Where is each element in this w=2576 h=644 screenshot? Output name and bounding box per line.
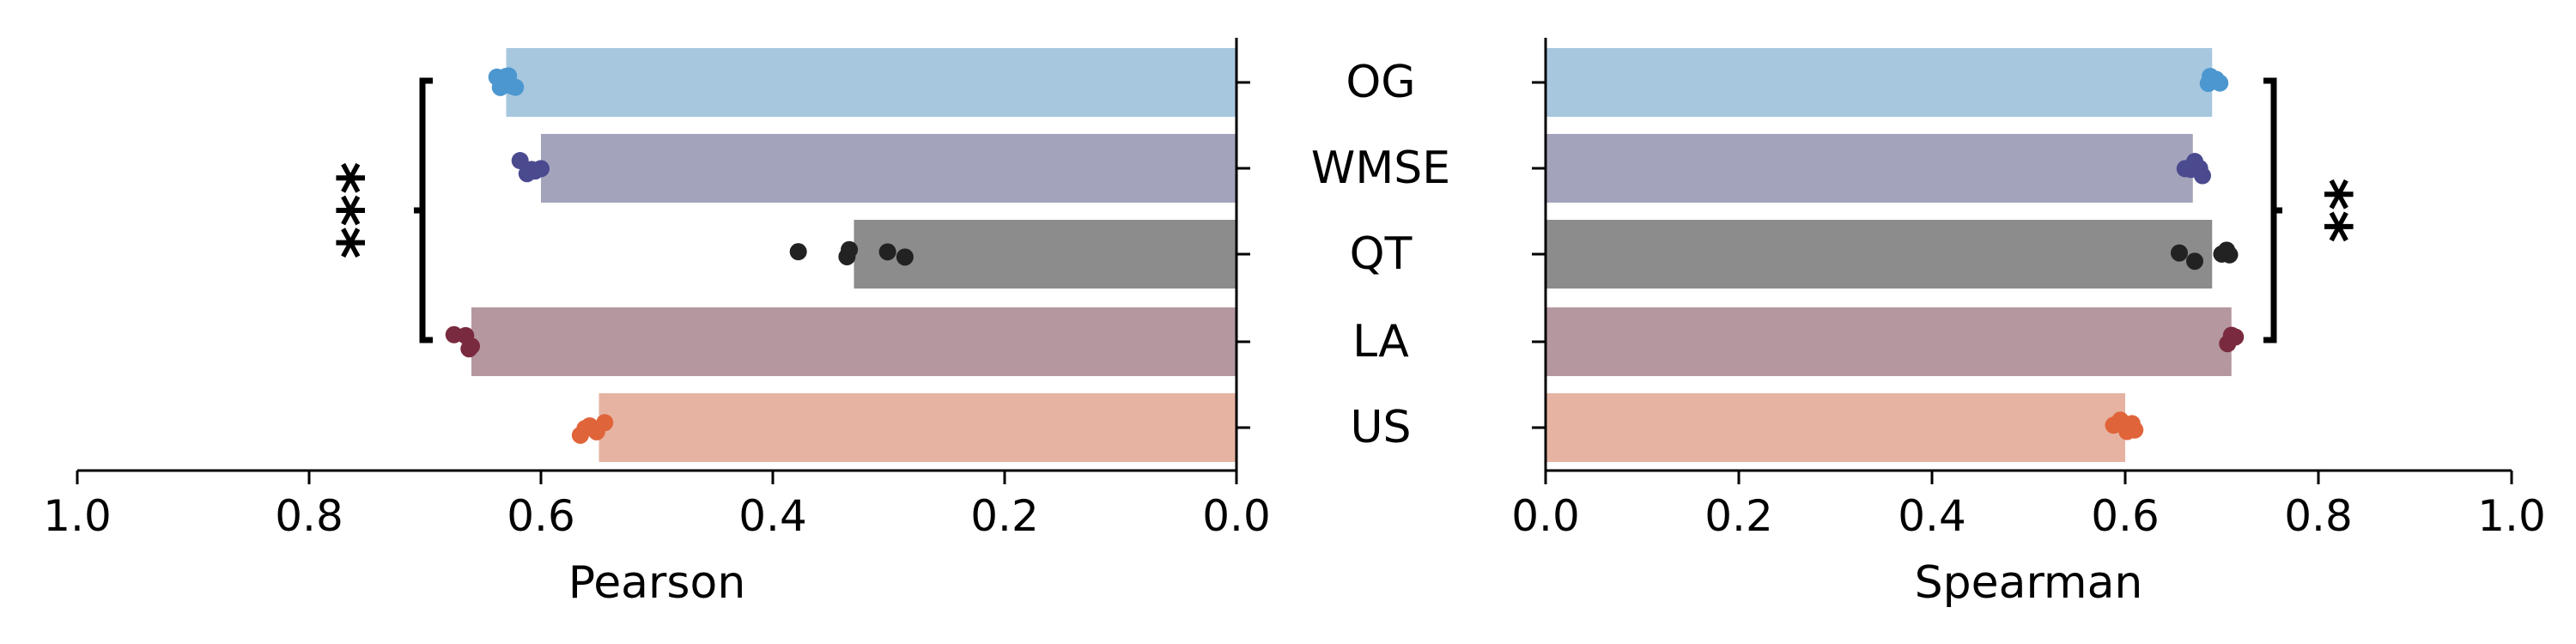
point-wmse xyxy=(2194,167,2211,185)
point-qt xyxy=(896,248,914,266)
category-label-la: LA xyxy=(1352,316,1409,368)
spearman-panel: 0.0 0.2 0.4 0.6 0.8 1.0 Spearman ** xyxy=(1511,38,2546,609)
point-og xyxy=(497,67,515,85)
bar-og xyxy=(1546,48,2213,117)
point-qt xyxy=(878,243,896,261)
tick-label: 1.0 xyxy=(2477,491,2546,541)
bar-qt xyxy=(1546,220,2213,289)
tick-label: 0.6 xyxy=(507,491,575,541)
point-us xyxy=(571,426,589,444)
category-label-wmse: WMSE xyxy=(1311,143,1450,194)
pearson-panel: 1.0 0.8 0.6 0.4 0.2 0.0 Pearson *** xyxy=(43,38,1271,609)
significance-bracket xyxy=(414,77,433,343)
bar-qt xyxy=(854,220,1236,289)
tick-label: 0.2 xyxy=(970,491,1039,541)
tick-label: 0.4 xyxy=(738,491,807,541)
tick-label: 1.0 xyxy=(43,491,112,541)
tick-label: 0.0 xyxy=(1511,491,1580,541)
tick-label: 0.4 xyxy=(1898,491,1966,541)
category-label-qt: QT xyxy=(1350,228,1413,280)
point-us xyxy=(2126,421,2144,439)
tick-label: 0.6 xyxy=(2091,491,2160,541)
bar-us xyxy=(598,393,1236,462)
bar-og xyxy=(506,48,1236,117)
tick-label: 0.8 xyxy=(275,491,343,541)
tick-label: 0.8 xyxy=(2284,491,2353,541)
axis-title: Spearman xyxy=(1915,557,2143,609)
category-label-us: US xyxy=(1350,402,1411,453)
significance-bracket xyxy=(2263,77,2282,343)
point-qt xyxy=(789,243,807,261)
point-qt xyxy=(841,240,859,258)
point-og xyxy=(2202,68,2219,86)
point-la xyxy=(460,340,478,358)
tick-label: 0.0 xyxy=(1202,491,1271,541)
category-label-og: OG xyxy=(1346,57,1415,108)
point-wmse xyxy=(526,162,544,180)
significance-label: *** xyxy=(325,162,397,259)
significance-label: ** xyxy=(2293,178,2365,242)
bar-us xyxy=(1546,393,2125,462)
bar-wmse xyxy=(1546,134,2193,203)
point-qt xyxy=(2171,244,2188,262)
point-qt xyxy=(2221,246,2239,264)
category-labels: OG WMSE QT LA US xyxy=(1311,57,1450,453)
point-wmse xyxy=(511,152,529,170)
tick-label: 0.2 xyxy=(1704,491,1773,541)
bar-wmse xyxy=(541,134,1236,203)
bar-la xyxy=(1546,307,2232,376)
point-qt xyxy=(2186,252,2203,270)
bar-la xyxy=(471,307,1236,376)
axis-title: Pearson xyxy=(568,557,746,609)
point-la xyxy=(2227,328,2245,346)
